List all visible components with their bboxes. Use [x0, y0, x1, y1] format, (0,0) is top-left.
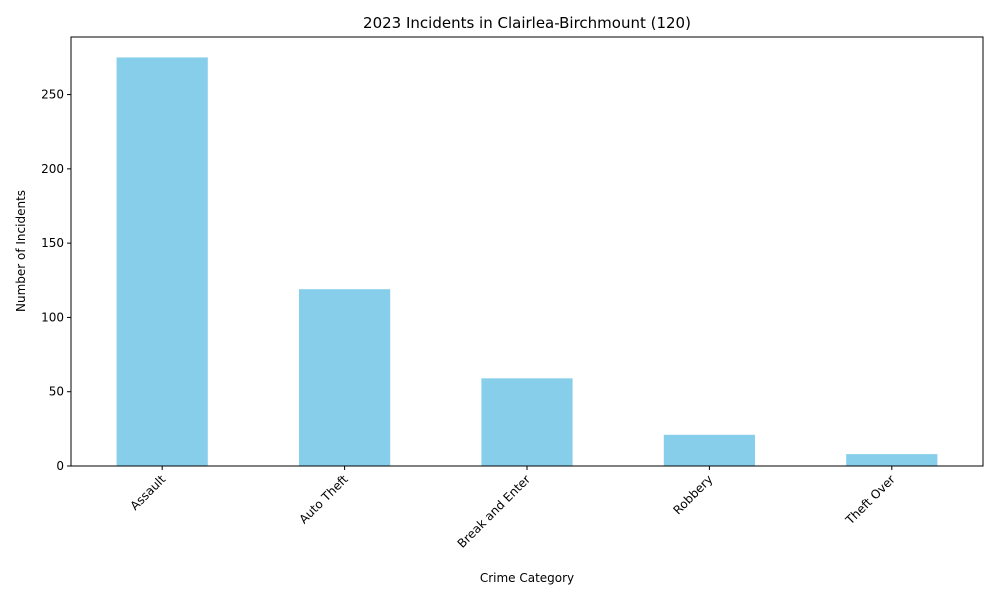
y-tick-label: 150	[41, 236, 64, 250]
bar-theft-over	[846, 454, 938, 466]
bar-robbery	[663, 434, 755, 466]
x-axis-label: Crime Category	[480, 571, 574, 585]
y-tick-label: 200	[41, 162, 64, 176]
x-tick-label: Theft Over	[842, 472, 898, 528]
y-tick-label: 0	[56, 459, 64, 473]
bar-assault	[116, 57, 208, 467]
bars-group	[116, 57, 938, 467]
plot-frame	[70, 36, 984, 467]
y-axis-ticks: 0 50 100 150 200 250	[41, 88, 71, 473]
y-axis-label: Number of Incidents	[14, 190, 28, 312]
x-axis-ticks: Assault Auto Theft Break and Enter Robbery T…	[128, 466, 898, 551]
x-tick-label: Assault	[128, 472, 169, 513]
y-tick-label: 100	[41, 310, 64, 324]
bar-break-and-enter	[481, 378, 573, 466]
y-tick-label: 50	[49, 385, 64, 399]
chart-title: 2023 Incidents in Clairlea-Birchmount (1…	[363, 14, 691, 32]
y-tick-label: 250	[41, 88, 64, 102]
x-tick-label: Break and Enter	[455, 472, 534, 551]
x-tick-label: Auto Theft	[296, 472, 350, 526]
x-tick-label: Robbery	[670, 472, 715, 517]
bar-auto-theft	[299, 289, 391, 466]
